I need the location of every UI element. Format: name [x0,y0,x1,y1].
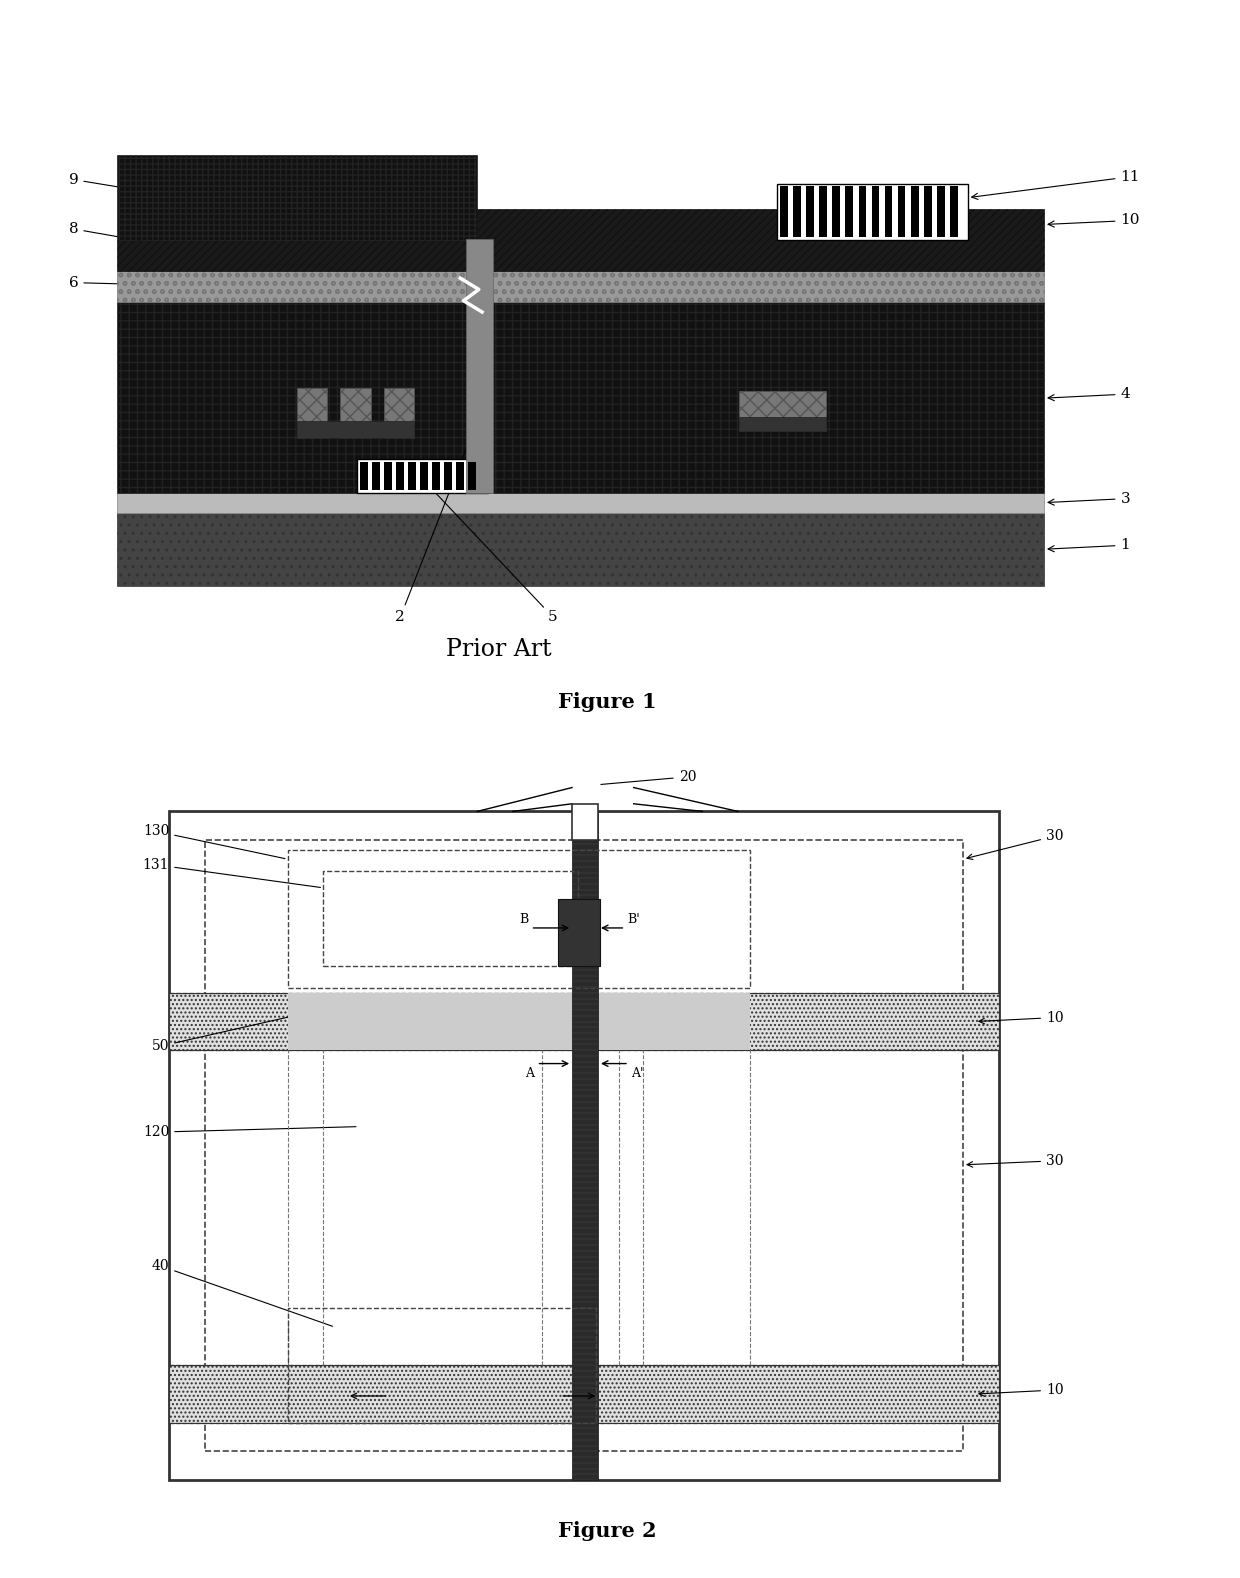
Bar [296,388,327,437]
Bar [846,186,853,237]
Bar [885,186,893,237]
Bar [205,839,963,1452]
Text: 9: 9 [68,172,222,207]
Bar [420,462,428,489]
Text: 1: 1 [1048,538,1130,552]
Text: 10: 10 [978,1382,1064,1397]
Bar [117,240,1044,271]
Text: 40: 40 [151,1259,332,1326]
Bar [572,811,598,1480]
Text: B': B' [627,914,641,926]
Bar [832,186,839,237]
Text: A': A' [631,1067,644,1081]
Bar [288,849,750,988]
Bar [467,462,476,489]
Text: Figure 1: Figure 1 [558,693,657,712]
Bar [820,186,827,237]
Bar [572,803,598,839]
Text: 11: 11 [972,170,1140,199]
Bar [288,993,750,1051]
Bar [776,183,967,240]
Bar [456,462,464,489]
Bar [117,271,1044,301]
Bar [898,186,905,237]
Text: 10: 10 [1048,213,1140,227]
Bar [288,1308,595,1423]
Text: 6: 6 [68,276,222,290]
Bar [117,155,476,240]
Text: Prior Art: Prior Art [445,638,552,661]
Bar [169,1365,998,1423]
Bar [117,301,1044,492]
Bar [357,459,487,492]
Bar [169,993,998,1051]
Text: Figure 2: Figure 2 [558,1521,657,1540]
Bar [806,186,813,237]
Text: 8: 8 [68,222,222,257]
Bar [296,421,414,437]
Text: A: A [525,1067,534,1081]
Text: B: B [520,914,528,926]
Text: 50: 50 [151,994,392,1053]
Bar [780,186,787,237]
Text: 4: 4 [1048,387,1130,401]
Text: 30: 30 [967,1154,1064,1168]
Bar [384,388,414,437]
Bar [117,492,1044,513]
Bar [937,186,945,237]
Bar [360,462,367,489]
Text: 2: 2 [396,420,477,625]
Text: 120: 120 [143,1125,356,1139]
Bar [408,462,415,489]
Bar [950,186,957,237]
Bar [872,186,879,237]
Text: 130: 130 [143,824,285,858]
Bar [794,186,801,237]
Bar [169,811,998,1480]
Bar [340,388,371,437]
Bar [466,238,494,492]
Bar [384,462,392,489]
Bar [858,186,867,237]
Bar [396,462,403,489]
Bar [739,417,826,431]
Bar [372,462,379,489]
Bar [117,513,1044,585]
Bar [444,462,451,489]
Text: 5: 5 [424,481,558,625]
Bar [558,899,600,966]
Bar [324,871,578,966]
Bar [911,186,919,237]
Text: 20: 20 [601,770,696,784]
Bar [476,208,1044,240]
Bar [432,462,439,489]
Text: 3: 3 [1048,492,1130,505]
Text: 131: 131 [143,858,320,887]
Bar [924,186,931,237]
Bar [739,391,826,431]
Text: 10: 10 [978,1010,1064,1024]
Text: 30: 30 [967,828,1064,860]
